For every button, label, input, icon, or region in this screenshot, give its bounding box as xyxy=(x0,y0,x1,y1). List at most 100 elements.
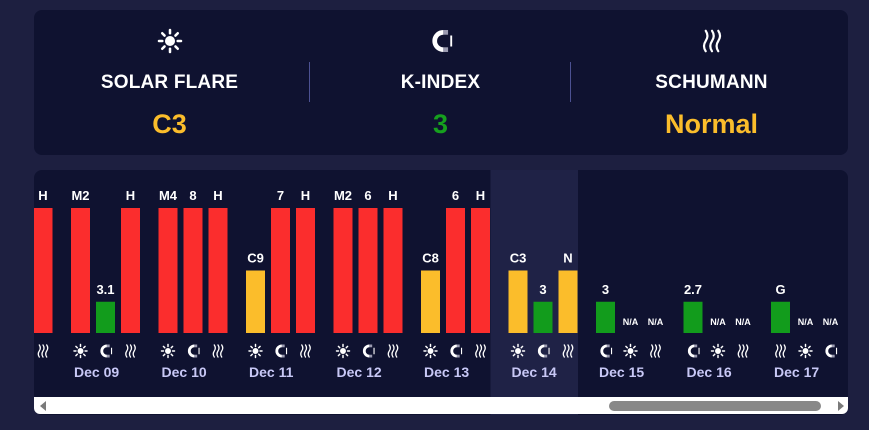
bar-label: C8 xyxy=(422,251,439,266)
horizontal-scrollbar[interactable] xyxy=(34,397,848,414)
bar[interactable] xyxy=(771,301,790,333)
bar-label: 7 xyxy=(277,188,284,203)
bar-label: 6 xyxy=(452,188,459,203)
magnet-icon xyxy=(450,344,463,358)
bar[interactable] xyxy=(121,208,140,333)
bar-label: 2.7 xyxy=(684,282,702,297)
bar-label: H xyxy=(126,188,135,203)
sun-icon xyxy=(798,343,813,359)
summary-panel: SOLAR FLARE C3 K-INDEX 3 SCHUMANN Normal xyxy=(34,10,848,155)
bar[interactable] xyxy=(34,208,53,333)
metric-solar-flare: SOLAR FLARE C3 xyxy=(34,10,305,155)
day-group: 3 N/A N/A Dec 15 xyxy=(596,282,664,380)
bar[interactable] xyxy=(471,208,490,333)
waves-icon xyxy=(212,344,224,358)
magnet-icon xyxy=(431,29,452,53)
date-label: Dec 09 xyxy=(74,364,119,380)
bar-label: N/A xyxy=(710,317,726,327)
date-label: Dec 15 xyxy=(599,364,644,380)
date-label: Dec 12 xyxy=(337,364,382,380)
day-group: C9 7 H Dec 11 xyxy=(246,188,315,380)
metric-label: SOLAR FLARE xyxy=(100,72,239,93)
bar-label: N/A xyxy=(823,317,839,327)
waves-icon xyxy=(37,344,49,358)
bar-label: G xyxy=(775,282,785,297)
metric-value: Normal xyxy=(664,109,759,139)
bar-label: M4 xyxy=(159,188,178,203)
bar-label: N/A xyxy=(735,317,751,327)
bar-label: M2 xyxy=(71,188,89,203)
bar[interactable] xyxy=(183,208,203,333)
bar-label: 3 xyxy=(539,282,546,297)
day-group: M2 6 H Dec 12 xyxy=(333,188,403,380)
date-label: Dec 17 xyxy=(774,364,819,380)
bar[interactable] xyxy=(296,208,315,333)
magnet-icon xyxy=(825,344,838,358)
day-group: H xyxy=(34,188,53,358)
bar[interactable] xyxy=(71,208,90,333)
day-group: C3 3 N Dec 14 xyxy=(490,170,578,415)
magnet-icon xyxy=(305,28,576,54)
sun-icon xyxy=(423,343,438,359)
bar-label: M2 xyxy=(334,188,352,203)
day-group: M4 8 H Dec 10 xyxy=(158,188,228,380)
bar[interactable] xyxy=(533,301,553,333)
bar[interactable] xyxy=(96,301,115,333)
metric-value: 3 xyxy=(432,109,449,139)
waves-icon xyxy=(702,29,721,53)
day-group: C8 6 H Dec 13 xyxy=(421,188,490,380)
bar[interactable] xyxy=(383,208,403,333)
bar[interactable] xyxy=(271,208,290,333)
sun-icon xyxy=(157,28,182,54)
waves-icon xyxy=(562,344,574,358)
bar[interactable] xyxy=(596,301,615,333)
date-label: Dec 14 xyxy=(512,364,557,380)
bar[interactable] xyxy=(683,301,703,333)
bar-label: C9 xyxy=(247,251,264,266)
magnet-icon xyxy=(600,344,613,358)
bar[interactable] xyxy=(158,208,178,333)
waves-icon xyxy=(576,28,847,54)
forecast-chart-svg: H M2 3.1 H Dec 09 M4 8 H Dec 10 C9 7 H Dec 11 M2 6 H Dec… xyxy=(34,170,839,415)
metric-label: SCHUMANN xyxy=(655,72,768,93)
bar[interactable] xyxy=(446,208,465,333)
sun-icon xyxy=(34,28,305,54)
date-label: Dec 16 xyxy=(687,364,732,380)
sun-icon xyxy=(248,343,263,359)
scroll-thumb[interactable] xyxy=(609,401,821,411)
bar-label: 6 xyxy=(364,188,371,203)
bar[interactable] xyxy=(208,208,228,333)
magnet-icon xyxy=(687,344,700,358)
bar-label: 3 xyxy=(602,282,609,297)
waves-icon xyxy=(475,344,486,358)
bar[interactable] xyxy=(333,208,353,333)
waves-icon xyxy=(650,344,661,358)
bar-label: H xyxy=(388,188,397,203)
waves-icon xyxy=(775,344,786,358)
bar[interactable] xyxy=(508,270,528,334)
date-label: Dec 10 xyxy=(162,364,207,380)
magnet-icon xyxy=(187,344,200,358)
bar[interactable] xyxy=(421,270,440,334)
sun-icon xyxy=(335,343,351,359)
bar-label: N/A xyxy=(648,317,664,327)
bar[interactable] xyxy=(558,270,578,334)
sun-icon xyxy=(73,343,88,359)
bar-label: N xyxy=(563,251,572,266)
scroll-left-icon[interactable] xyxy=(36,397,50,414)
metric-label: K-INDEX xyxy=(400,72,481,93)
bar[interactable] xyxy=(358,208,378,333)
day-group: G N/A N/A Dec 17 xyxy=(771,282,839,380)
scroll-right-icon[interactable] xyxy=(834,397,848,414)
waves-icon xyxy=(300,344,311,358)
bar-label: C3 xyxy=(510,251,527,266)
waves-icon xyxy=(737,344,749,358)
sun-icon xyxy=(510,343,526,359)
forecast-chart[interactable]: H M2 3.1 H Dec 09 M4 8 H Dec 10 C9 7 H Dec 11 M2 6 H Dec… xyxy=(34,170,848,415)
waves-icon xyxy=(125,344,136,358)
bar[interactable] xyxy=(246,270,265,334)
bar-label: 8 xyxy=(189,188,196,203)
bar-label: N/A xyxy=(623,317,639,327)
bar-label: N/A xyxy=(798,317,814,327)
metric-schumann: SCHUMANN Normal xyxy=(576,10,847,155)
